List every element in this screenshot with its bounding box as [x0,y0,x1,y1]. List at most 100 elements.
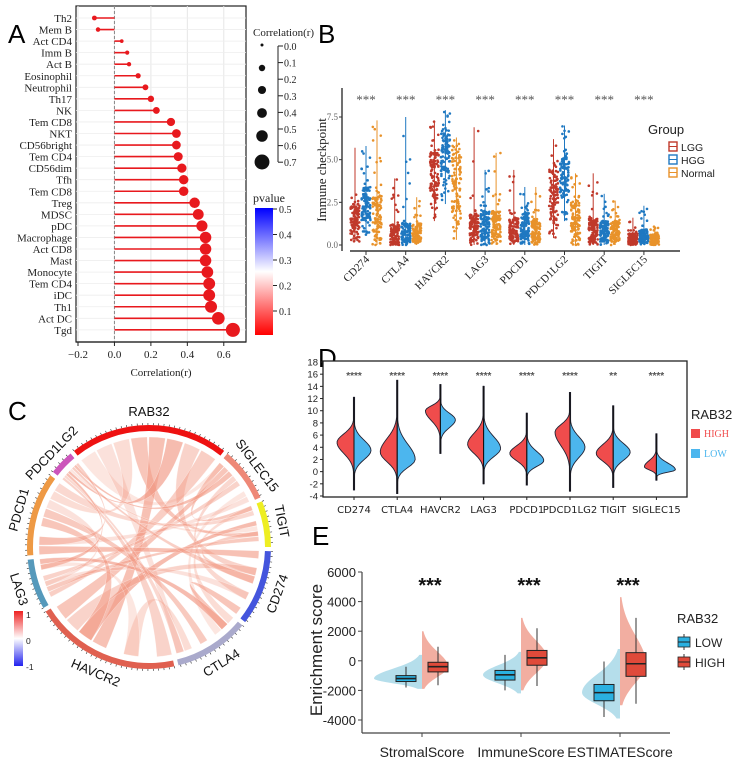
jitter-point [350,196,353,200]
jitter-point [368,224,371,227]
jitter-point [360,167,363,171]
jitter-point [596,226,599,230]
jitter-point [407,238,410,242]
jitter-point [452,139,456,142]
significance-label: *** [555,92,575,107]
jitter-point [473,212,477,216]
jitter-point [374,218,377,222]
sector-tick [65,454,68,457]
jitter-point [538,195,542,198]
sector-tick [39,487,42,490]
significance-label: *** [418,575,442,597]
jitter-point [431,125,435,128]
sector-tick [257,602,260,604]
jitter-point [576,232,579,236]
colorbar-label: 0.3 [279,256,292,267]
jitter-point [498,210,502,214]
jitter-point [362,195,366,198]
sector-label: LAG3 [7,571,32,607]
jitter-point [373,171,376,174]
y-tick-label: Imm B [41,48,72,60]
jitter-point [487,220,491,224]
x-tick-label: CTLA4 [379,253,412,286]
jitter-point [440,132,443,136]
jitter-point [395,178,399,181]
jitter-point [526,220,529,224]
jitter-point [629,236,633,240]
half-violin-high [620,597,646,706]
jitter-point [396,210,400,214]
jitter-point [431,187,434,191]
y-tick-label: NKT [49,129,72,141]
jitter-point [408,240,412,244]
y-tick-label: -4000 [323,713,356,728]
jitter-point [515,225,518,229]
jitter-point [510,234,514,237]
jitter-point [492,223,495,227]
y-tick-label: 14 [307,382,318,393]
half-violin-low [582,648,620,719]
jitter-point [401,233,405,237]
legend-swatch [691,429,700,438]
y-tick-label: Tfh [56,175,72,187]
jitter-point [564,217,568,221]
panel-label-e: E [312,521,329,551]
jitter-point [508,175,511,178]
chord-sector-arc [52,453,75,476]
jitter-point [429,189,432,192]
jitter-point [475,238,478,242]
jitter-point [605,211,608,215]
jitter-point [389,224,392,227]
jitter-point [442,183,445,187]
jitter-point [492,217,496,221]
jitter-point [566,162,570,166]
sector-tick [38,603,41,605]
jitter-point [365,204,369,208]
jitter-point [378,156,382,160]
jitter-point [596,181,599,184]
jitter-point [401,227,405,230]
size-legend-dot [260,43,264,47]
jitter-point [437,179,440,182]
y-tick-label: iDC [54,290,72,302]
y-tick-label: Neutrophil [24,82,72,94]
sector-tick [235,633,237,635]
jitter-point [491,212,494,215]
jitter-point [368,211,372,215]
jitter-point [480,238,483,242]
jitter-point [373,238,377,241]
lollipop-dot [166,117,176,127]
colorbar-label: 0.1 [279,307,292,318]
jitter-point [368,206,372,210]
sector-tick [60,632,63,635]
sector-label: TIGIT [271,503,292,539]
jitter-point [413,215,416,219]
jitter-point [537,221,541,225]
jitter-point [442,160,446,164]
jitter-point [514,222,517,226]
jitter-point [413,232,416,235]
jitter-point [553,190,557,194]
jitter-point [480,243,483,247]
jitter-point [402,219,406,223]
jitter-point [372,228,375,232]
jitter-point [471,239,474,243]
jitter-point [514,229,517,233]
x-tick-label: PDCD1LG2 [523,254,570,301]
jitter-point [429,125,432,129]
y-tick-label: Mast [50,256,72,268]
jitter-point [564,189,568,192]
x-tick-label: ImmuneScore [477,744,564,760]
sector-tick [194,431,196,434]
jitter-point [559,187,562,191]
jitter-point [371,205,375,208]
sector-tick [209,652,212,655]
jitter-point [440,192,443,196]
jitter-point [522,193,525,196]
jitter-point [638,211,641,215]
jitter-point [396,221,400,224]
sector-tick [246,620,249,622]
jitter-point [569,209,573,212]
jitter-point [352,221,356,225]
